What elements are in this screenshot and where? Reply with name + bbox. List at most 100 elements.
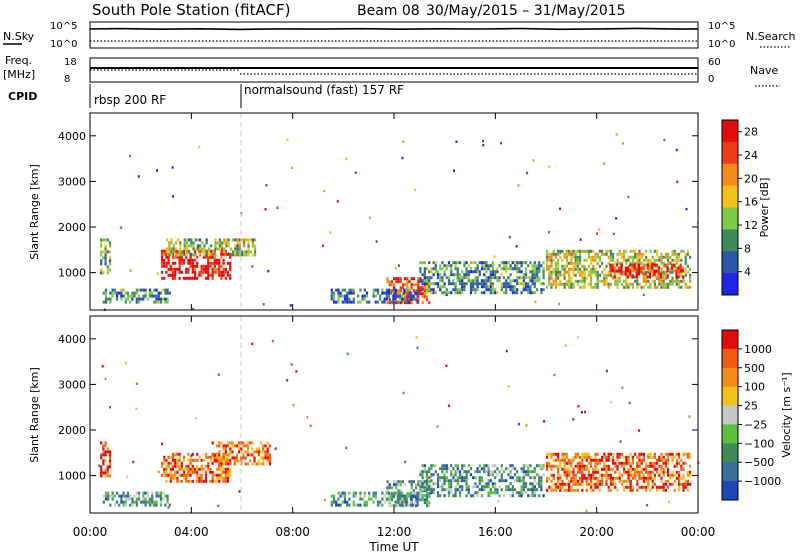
data-cell: [489, 473, 492, 477]
data-cell: [179, 250, 182, 254]
data-cell: [207, 273, 210, 277]
data-cell: [509, 482, 512, 486]
data-cell: [671, 258, 674, 262]
data-cell: [469, 279, 473, 283]
data-cell: [428, 495, 431, 499]
data-cell: [642, 467, 645, 471]
data-cell: [398, 294, 402, 298]
data-cell: [268, 459, 271, 463]
data-cell: [570, 458, 573, 462]
data-cell: [612, 232, 615, 236]
data-cell: [214, 247, 217, 251]
data-cell: [441, 470, 444, 474]
x-tick-label: 16:00: [478, 525, 513, 539]
data-cell: [585, 249, 588, 253]
data-cell: [113, 288, 116, 292]
data-cell: [406, 277, 409, 281]
data-cell: [211, 470, 214, 474]
data-cell: [485, 464, 488, 468]
data-cell: [131, 500, 134, 504]
data-cell: [135, 500, 138, 504]
data-cell: [188, 244, 191, 248]
data-cell: [531, 270, 534, 274]
data-cell: [627, 264, 630, 268]
data-cell: [164, 297, 167, 301]
data-cell: [343, 497, 347, 501]
data-cell: [546, 476, 549, 480]
data-cell: [517, 422, 520, 426]
data-cell: [662, 270, 665, 274]
data-cell: [542, 288, 545, 292]
data-cell: [423, 483, 426, 487]
data-cell: [129, 503, 132, 507]
data-cell: [392, 491, 395, 495]
data-cell: [618, 479, 621, 483]
data-cell: [581, 467, 584, 471]
data-cell: [513, 285, 517, 289]
data-cell: [454, 267, 457, 271]
data-cell: [568, 276, 571, 280]
data-cell: [396, 497, 399, 501]
data-cell: [469, 473, 473, 477]
data-cell: [649, 476, 652, 480]
data-cell: [187, 270, 190, 274]
data-cell: [628, 401, 631, 405]
data-cell: [185, 244, 188, 248]
data-cell: [183, 247, 186, 251]
data-cell: [554, 279, 557, 283]
data-cell: [412, 494, 415, 498]
data-cell: [531, 470, 534, 474]
data-cell: [447, 261, 451, 265]
data-cell: [467, 270, 470, 274]
data-cell: [625, 479, 628, 483]
data-cell: [613, 272, 616, 276]
data-cell: [540, 264, 543, 268]
data-cell: [642, 279, 645, 283]
data-cell: [480, 485, 484, 489]
data-cell: [456, 470, 459, 474]
data-cell: [637, 269, 641, 273]
data-cell: [426, 501, 429, 505]
data-cell: [157, 470, 160, 474]
data-cell: [387, 291, 391, 295]
data-cell: [561, 273, 564, 277]
data-cell: [476, 267, 479, 271]
data-cell: [598, 473, 601, 477]
data-cell: [548, 276, 551, 280]
data-cell: [636, 482, 639, 486]
data-cell: [563, 455, 566, 459]
data-cell: [203, 253, 206, 257]
data-cell: [594, 485, 597, 489]
data-cell: [416, 494, 419, 498]
data-cell: [581, 476, 584, 480]
data-cell: [236, 247, 239, 251]
data-cell: [561, 458, 564, 462]
data-cell: [607, 467, 610, 471]
data-cell: [557, 458, 560, 462]
data-cell: [410, 283, 413, 287]
data-cell: [348, 297, 351, 301]
data-cell: [546, 488, 549, 492]
data-cell: [155, 503, 158, 507]
data-cell: [563, 470, 566, 474]
data-cell: [581, 452, 584, 456]
data-cell: [631, 473, 634, 477]
data-cell: [623, 279, 626, 283]
data-cell: [185, 250, 188, 254]
data-cell: [394, 491, 397, 495]
data-cell: [454, 494, 457, 498]
data-cell: [483, 464, 486, 468]
data-cell: [680, 258, 683, 262]
data-cell: [568, 485, 571, 489]
data-cell: [401, 494, 404, 498]
data-cell: [590, 255, 593, 259]
data-cell: [187, 479, 190, 483]
data-cell: [416, 346, 419, 350]
data-cell: [107, 491, 110, 495]
data-cell: [129, 294, 132, 298]
nave-tick-bottom: 0: [708, 74, 714, 85]
data-cell: [601, 261, 604, 265]
data-cell: [182, 455, 186, 459]
data-cell: [408, 298, 411, 302]
